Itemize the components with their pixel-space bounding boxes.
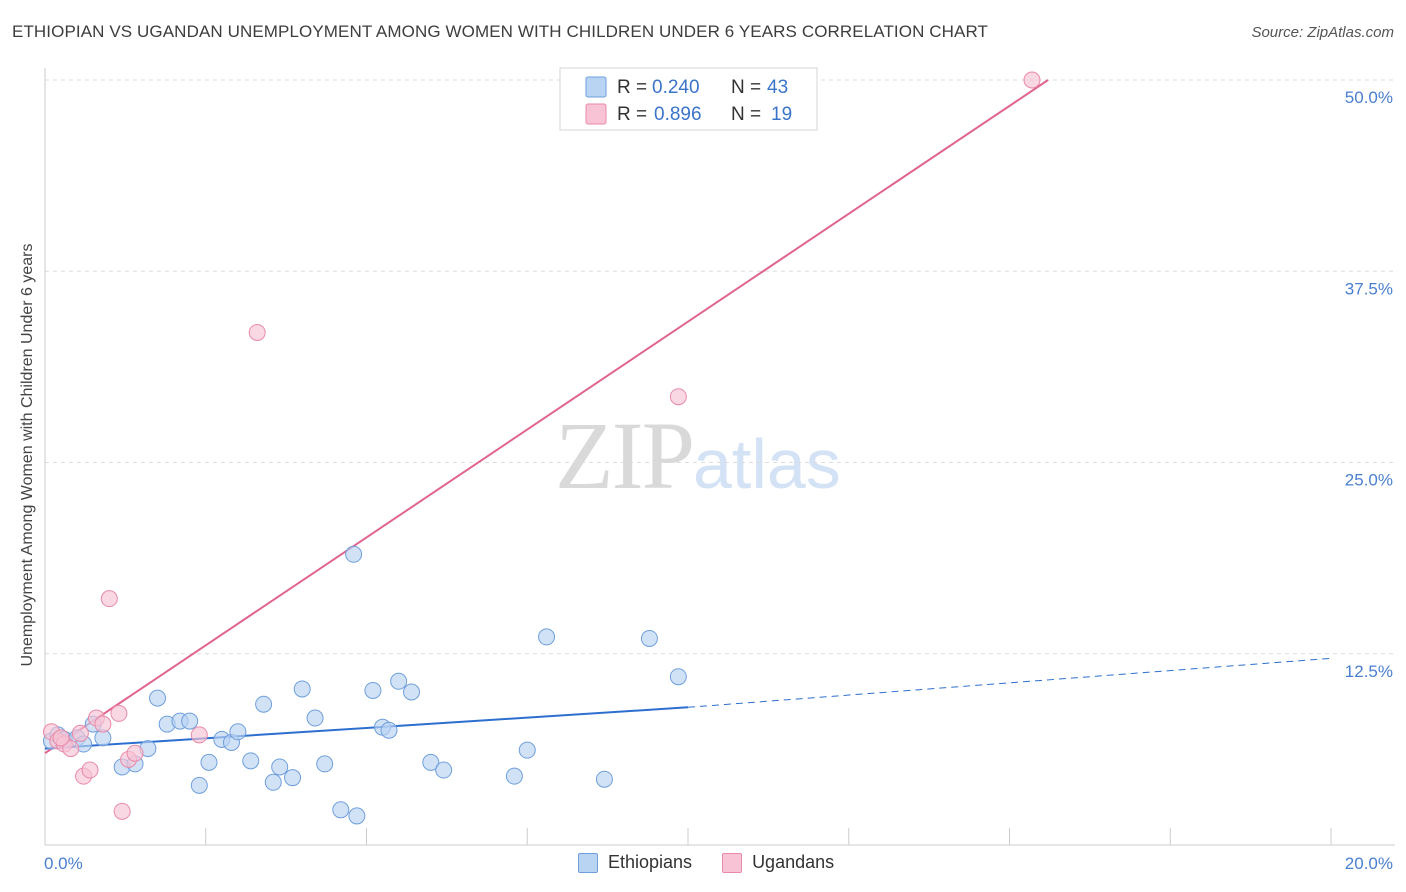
ethiopians-point (348, 807, 366, 825)
y-tick-label: 50.0% (1345, 88, 1393, 107)
ugandans-point (113, 802, 131, 820)
watermark-atlas: atlas (693, 425, 841, 503)
ethiopians-trend-extension (687, 657, 1332, 708)
y-tick-labels: 12.5% 25.0% 37.5% 50.0% (1345, 88, 1393, 681)
ugandans-point (100, 590, 118, 608)
axes (44, 68, 1395, 846)
ethiopians-point (306, 709, 324, 727)
ethiopians-point (181, 712, 199, 730)
legend-n-label-1: N = (731, 77, 761, 98)
ethiopians-label: Ethiopians (608, 852, 693, 872)
ugandans-label: Ugandans (752, 852, 835, 872)
ethiopians-point (255, 695, 273, 713)
legend-n-value-2: 19 (771, 104, 792, 125)
legend-r-value-1: 0.240 (652, 77, 700, 98)
ethiopians-point (518, 741, 536, 759)
y-tick-label: 37.5% (1345, 279, 1393, 298)
ugandans-point (669, 388, 687, 406)
grid-lines (45, 79, 1395, 655)
legend-r-value-2: 0.896 (654, 104, 702, 125)
ethiopians-point (316, 755, 334, 773)
ethiopians-point (271, 758, 289, 776)
ethiopians-point (190, 776, 208, 794)
ethiopians-point (380, 721, 398, 739)
trend-lines (44, 79, 1332, 755)
ugandans-point (190, 726, 208, 744)
ugandans-point (62, 740, 80, 758)
legend-r-label-1: R = (617, 77, 647, 98)
x-tick-label-max: 20.0% (1345, 854, 1393, 873)
legend-n-value-1: 43 (767, 77, 788, 98)
ethiopians-point (332, 801, 350, 819)
y-tick-label: 25.0% (1345, 471, 1393, 490)
ethiopians-point (293, 680, 311, 698)
ugandans-trend-line (44, 79, 1049, 755)
ugandans-point (126, 744, 144, 762)
legend-n-label-2: N = (731, 104, 761, 125)
ugandans-swatch (722, 852, 743, 873)
x-tick-labels: 0.0% 20.0% (44, 854, 1393, 873)
ugandans-point (1023, 71, 1041, 89)
ethiopians-point (364, 681, 382, 699)
legend-item-ugandans[interactable]: Ugandans (722, 852, 834, 873)
ethiopians-point (422, 753, 440, 771)
ethiopians-point (403, 683, 421, 701)
ethiopians-point (640, 629, 658, 647)
ethiopians-point (242, 752, 260, 770)
watermark-zip: ZIP (555, 402, 695, 509)
ethiopians-point (505, 767, 523, 785)
ugandans-point (81, 761, 99, 779)
legend-item-ethiopians[interactable]: Ethiopians (578, 852, 692, 873)
ethiopians-point (669, 668, 687, 686)
ethiopians-point (390, 672, 408, 690)
ethiopians-point (284, 769, 302, 787)
ethiopians-point (229, 723, 247, 741)
ugandans-point (71, 724, 89, 742)
data-points (42, 71, 1041, 825)
x-tick-label-min: 0.0% (44, 854, 83, 873)
y-tick-label: 12.5% (1345, 662, 1393, 681)
legend-box: R = 0.240 N = 43 R = 0.896 N = 19 (559, 67, 818, 131)
ugandans-point (248, 323, 266, 341)
legend-r-label-2: R = (617, 104, 647, 125)
ethiopians-point (538, 628, 556, 646)
legend-swatch-ugandans (585, 103, 607, 125)
watermark: ZIPatlas (555, 400, 841, 511)
chart-title: ETHIOPIAN VS UGANDAN UNEMPLOYMENT AMONG … (12, 22, 989, 41)
x-ticks (44, 828, 1332, 845)
ugandans-point (52, 729, 70, 747)
ethiopians-point (200, 753, 218, 771)
ethiopians-point (595, 770, 613, 788)
legend-swatch-ethiopians (585, 76, 607, 98)
ethiopians-point (264, 773, 282, 791)
ugandans-point (110, 704, 128, 722)
source-label: Source: ZipAtlas.com (1251, 24, 1394, 41)
ethiopians-point (345, 545, 363, 563)
bottom-legend: Ethiopians Ugandans (578, 852, 834, 873)
ethiopians-trend-line (44, 706, 689, 750)
ethiopians-swatch (578, 852, 598, 873)
ethiopians-point (435, 761, 453, 779)
ethiopians-point (149, 689, 167, 707)
ugandans-point (94, 715, 112, 733)
